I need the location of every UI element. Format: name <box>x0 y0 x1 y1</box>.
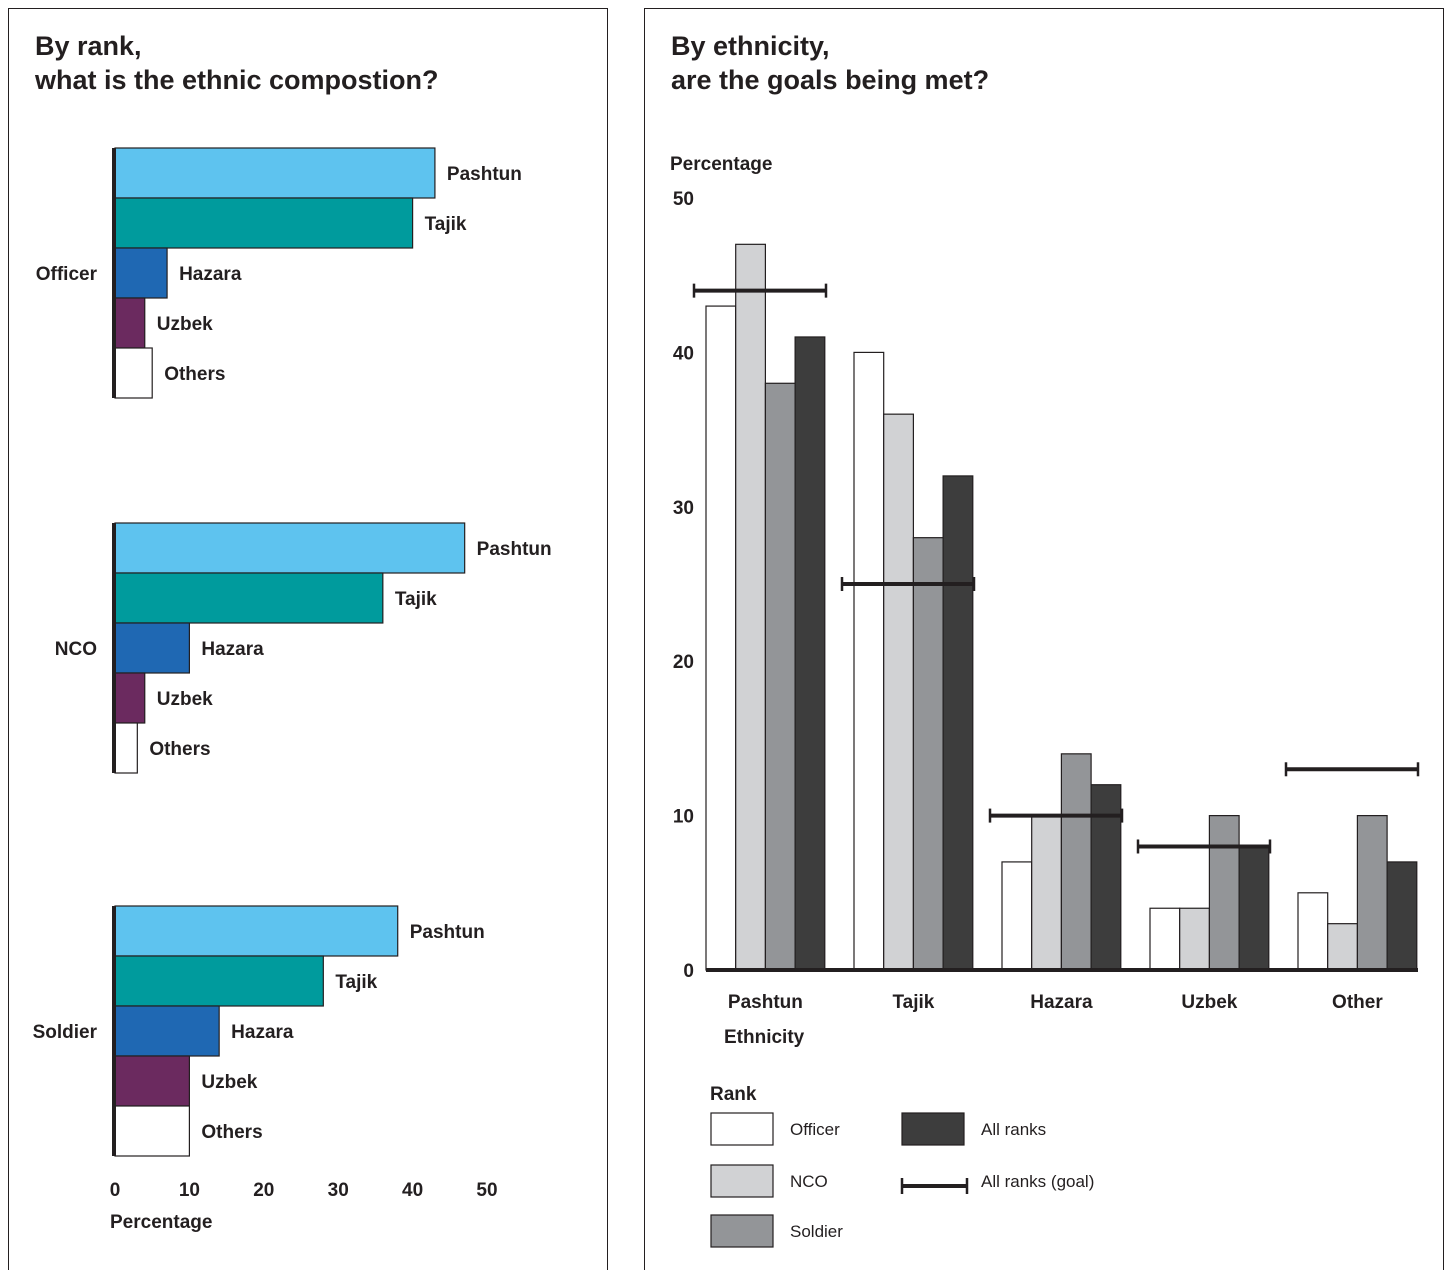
right-chart-title: By ethnicity, are the goals being met? <box>671 29 989 97</box>
left-title-line-2: what is the ethnic compostion? <box>35 65 439 95</box>
bar-tajik-officer <box>853 351 885 971</box>
legend-label-goal: All ranks (goal) <box>981 1172 1094 1191</box>
bar-label-nco-uzbek: Uzbek <box>157 689 213 710</box>
group-label-officer: Officer <box>36 264 98 285</box>
bar-pashtun-officer <box>705 305 737 971</box>
x-tick-40: 40 <box>402 1180 423 1201</box>
legend-swatch-all-ranks <box>901 1112 965 1146</box>
bar-label-soldier-pashtun: Pashtun <box>410 922 485 943</box>
bar-other-nco <box>1327 923 1358 971</box>
bar-hazara-nco <box>1031 814 1062 971</box>
legend-label-soldier: Soldier <box>790 1222 843 1241</box>
x-tick-20: 20 <box>253 1180 274 1201</box>
legend-swatch-soldier <box>710 1214 774 1248</box>
bar-hazara-soldier <box>1060 753 1092 971</box>
bar-label-officer-hazara: Hazara <box>179 264 242 285</box>
left-chart-title: By rank, what is the ethnic compostion? <box>35 29 439 97</box>
bar-label-soldier-others: Others <box>201 1122 262 1143</box>
legend-label-all-ranks: All ranks <box>981 1120 1046 1139</box>
bar-soldier-others <box>114 1105 191 1157</box>
bar-hazara-officer <box>1001 861 1033 971</box>
bar-tajik-soldier <box>912 537 944 971</box>
legend-label-nco: NCO <box>790 1172 828 1191</box>
bar-tajik-nco <box>883 413 915 971</box>
y-tick-10: 10 <box>673 807 694 828</box>
bar-officer-pashtun <box>114 147 436 199</box>
x-tick-50: 50 <box>476 1180 497 1201</box>
x-tick-tajik: Tajik <box>892 992 934 1013</box>
legend-label-officer: Officer <box>790 1120 840 1139</box>
y-tick-50: 50 <box>673 189 694 210</box>
bar-pashtun-all-ranks <box>794 336 826 971</box>
bar-label-soldier-hazara: Hazara <box>231 1022 294 1043</box>
bar-nco-others <box>114 722 138 774</box>
bar-label-soldier-uzbek: Uzbek <box>201 1072 257 1093</box>
bar-officer-uzbek <box>114 297 146 349</box>
right-title-line-2: are the goals being met? <box>671 65 990 95</box>
bar-officer-others <box>114 347 153 399</box>
bar-nco-uzbek <box>114 672 146 724</box>
y-tick-30: 30 <box>673 498 694 519</box>
bar-nco-pashtun <box>114 522 466 574</box>
x-tick-0: 0 <box>110 1180 121 1201</box>
bar-pashtun-soldier <box>764 382 796 971</box>
bar-nco-tajik <box>114 572 384 624</box>
bar-uzbek-all-ranks <box>1238 845 1270 971</box>
bar-nco-hazara <box>114 622 191 674</box>
bar-label-nco-others: Others <box>149 739 210 760</box>
bar-label-nco-tajik: Tajik <box>395 589 437 610</box>
bar-label-officer-uzbek: Uzbek <box>157 314 213 335</box>
x-tick-30: 30 <box>328 1180 349 1201</box>
x-axis-label-right: Ethnicity <box>724 1027 805 1048</box>
y-tick-0: 0 <box>683 961 694 982</box>
y-tick-20: 20 <box>673 652 694 673</box>
bar-label-officer-pashtun: Pashtun <box>447 164 522 185</box>
left-title-line-1: By rank, <box>35 31 142 61</box>
bar-soldier-pashtun <box>114 905 399 957</box>
bar-label-soldier-tajik: Tajik <box>335 972 377 993</box>
y-axis-label: Percentage <box>670 154 772 175</box>
right-title-line-1: By ethnicity, <box>671 31 830 61</box>
bar-soldier-tajik <box>114 955 324 1007</box>
bar-officer-tajik <box>114 197 414 249</box>
bar-label-nco-hazara: Hazara <box>201 639 264 660</box>
group-label-soldier: Soldier <box>33 1022 98 1043</box>
x-tick-uzbek: Uzbek <box>1181 992 1237 1013</box>
bar-uzbek-nco <box>1179 907 1210 971</box>
legend-swatch-nco <box>710 1164 774 1198</box>
bar-uzbek-officer <box>1149 907 1181 971</box>
x-tick-pashtun: Pashtun <box>728 992 803 1013</box>
x-axis-label: Percentage <box>110 1212 212 1233</box>
bar-soldier-uzbek <box>114 1055 191 1107</box>
bar-other-all-ranks <box>1386 861 1418 971</box>
x-tick-10: 10 <box>179 1180 200 1201</box>
bar-tajik-all-ranks <box>942 475 974 971</box>
x-tick-hazara: Hazara <box>1030 992 1093 1013</box>
group-label-nco: NCO <box>55 639 97 660</box>
bar-other-officer <box>1297 892 1329 971</box>
y-tick-40: 40 <box>673 343 694 364</box>
bar-label-officer-others: Others <box>164 364 225 385</box>
bar-officer-hazara <box>114 247 168 299</box>
bar-other-soldier <box>1356 814 1388 971</box>
bar-soldier-hazara <box>114 1005 220 1057</box>
bar-label-officer-tajik: Tajik <box>425 214 467 235</box>
legend-swatch-officer <box>710 1112 774 1146</box>
bar-hazara-all-ranks <box>1090 784 1122 971</box>
bar-label-nco-pashtun: Pashtun <box>477 539 552 560</box>
legend-title: Rank <box>710 1084 757 1105</box>
bar-pashtun-nco <box>735 243 767 971</box>
x-tick-other: Other <box>1332 992 1383 1013</box>
bar-uzbek-soldier <box>1208 814 1240 971</box>
